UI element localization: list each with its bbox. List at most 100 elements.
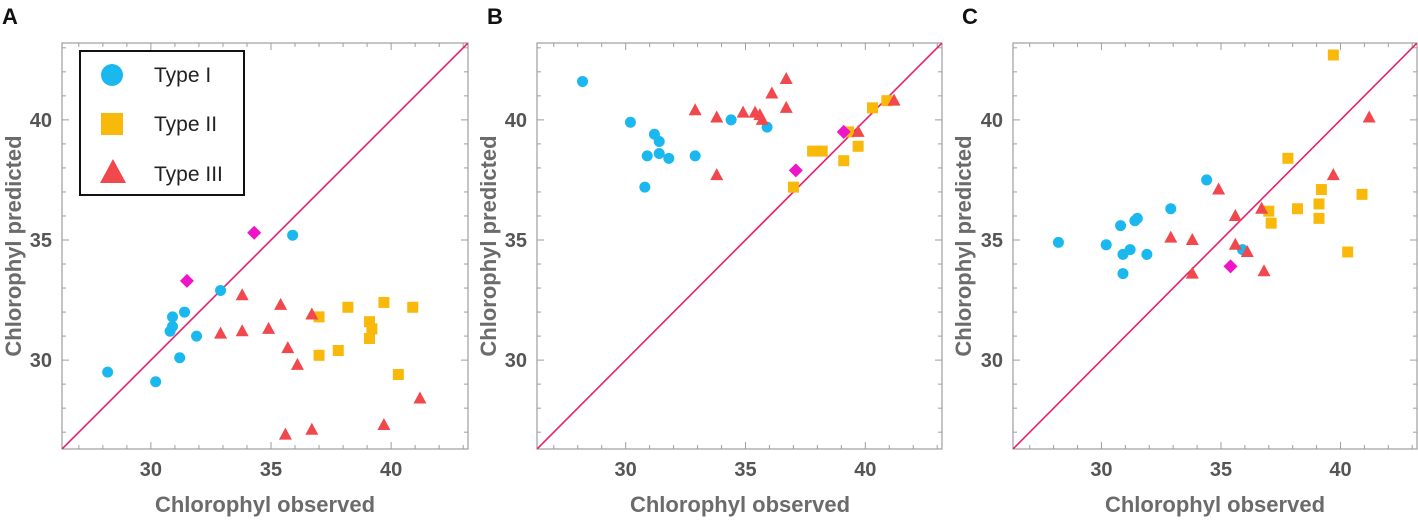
point-type3 [1164, 230, 1178, 243]
point-type1 [1100, 239, 1112, 251]
point-type1 [1201, 174, 1213, 186]
plot-frame [536, 42, 943, 450]
point-type1 [215, 284, 227, 296]
point-highlight [247, 225, 262, 240]
y-tick-label: 35 [981, 230, 1003, 252]
point-type2 [852, 140, 864, 152]
point-type1 [1165, 203, 1177, 215]
x-axis-title: Chlorophyl observed [630, 492, 850, 517]
point-type3 [377, 417, 391, 430]
legend-label-type-iii: Type III [154, 163, 223, 186]
series-type2 [1263, 49, 1368, 258]
point-type1 [1141, 248, 1153, 260]
y-tick-label: 35 [505, 230, 527, 252]
point-type1 [1117, 268, 1129, 280]
series-type2 [313, 296, 419, 381]
reference-line [1013, 43, 1417, 449]
legend: Type I Type II Type III [79, 50, 245, 196]
point-type3 [851, 124, 865, 137]
point-type3 [214, 326, 228, 339]
point-type3 [274, 297, 288, 310]
point-type2 [407, 301, 419, 313]
point-highlight [179, 273, 194, 288]
legend-marker-triangle [100, 159, 126, 183]
point-type1 [653, 135, 665, 147]
point-type3 [1240, 245, 1254, 258]
point-type3 [736, 105, 750, 118]
point-type3 [779, 100, 793, 113]
y-tick-label: 30 [30, 350, 52, 372]
y-tick-label: 30 [505, 350, 527, 372]
series-type3 [688, 72, 901, 181]
point-type2 [867, 102, 879, 114]
point-type1 [639, 181, 651, 193]
point-type2 [838, 155, 850, 167]
point-type3 [1326, 168, 1340, 181]
point-type2 [1291, 203, 1303, 215]
point-type2 [1265, 217, 1277, 229]
point-type3 [262, 321, 276, 334]
point-type3 [1212, 182, 1226, 195]
point-type3 [710, 168, 724, 181]
legend-label-type-i: Type I [154, 64, 211, 87]
y-tick-label: 40 [981, 110, 1003, 132]
point-type3 [235, 324, 249, 337]
point-type1 [1124, 244, 1136, 256]
y-tick-label: 40 [505, 110, 527, 132]
series-type3 [1164, 110, 1376, 279]
panel-letter-b: B [487, 4, 503, 29]
point-type1 [663, 152, 675, 164]
point-highlight [836, 124, 851, 139]
point-type3 [278, 427, 292, 440]
panel-letter-a: A [2, 4, 18, 29]
point-type1 [191, 330, 203, 342]
x-tick-label: 35 [1210, 459, 1232, 481]
point-type1 [624, 116, 636, 128]
y-axis-title: Chlorophyl predicted [1, 135, 26, 356]
point-type2 [807, 145, 819, 157]
point-type1 [167, 311, 179, 323]
point-type1 [1052, 236, 1064, 248]
x-axis-title: Chlorophyl observed [1105, 492, 1325, 517]
plot-frame [1012, 42, 1418, 450]
x-tick-label: 35 [734, 459, 756, 481]
x-tick-label: 40 [1329, 459, 1351, 481]
reference-line [62, 43, 468, 449]
plot-frame [61, 42, 469, 450]
point-type2 [366, 323, 378, 335]
plot-clip [62, 43, 468, 449]
point-highlight [1223, 259, 1238, 274]
x-tick-label: 40 [854, 459, 876, 481]
point-type2 [392, 369, 404, 381]
point-type3 [779, 72, 793, 85]
point-type1 [102, 366, 114, 378]
point-type3 [765, 86, 779, 99]
legend-marker-square [101, 113, 123, 135]
point-type3 [235, 288, 249, 301]
point-type1 [577, 75, 589, 87]
axis-ticks [537, 43, 942, 449]
point-type1 [641, 150, 653, 162]
point-type3 [281, 341, 295, 354]
x-axis-title: Chlorophyl observed [155, 492, 375, 517]
point-type2 [1313, 212, 1325, 224]
point-type2 [1342, 246, 1354, 258]
point-type3 [1228, 237, 1242, 250]
plot-clip [1013, 43, 1417, 449]
point-type3 [887, 93, 901, 106]
x-tick-label: 30 [615, 459, 637, 481]
point-type1 [725, 114, 737, 126]
point-type3 [1362, 110, 1376, 123]
point-type3 [413, 391, 427, 404]
point-type2 [364, 332, 376, 344]
legend-entry-type-ii: Type II [101, 113, 217, 136]
legend-entry-type-iii: Type III [100, 159, 223, 186]
point-type2 [313, 349, 325, 361]
point-type2 [816, 145, 828, 157]
y-tick-label: 35 [30, 230, 52, 252]
point-type3 [710, 110, 724, 123]
